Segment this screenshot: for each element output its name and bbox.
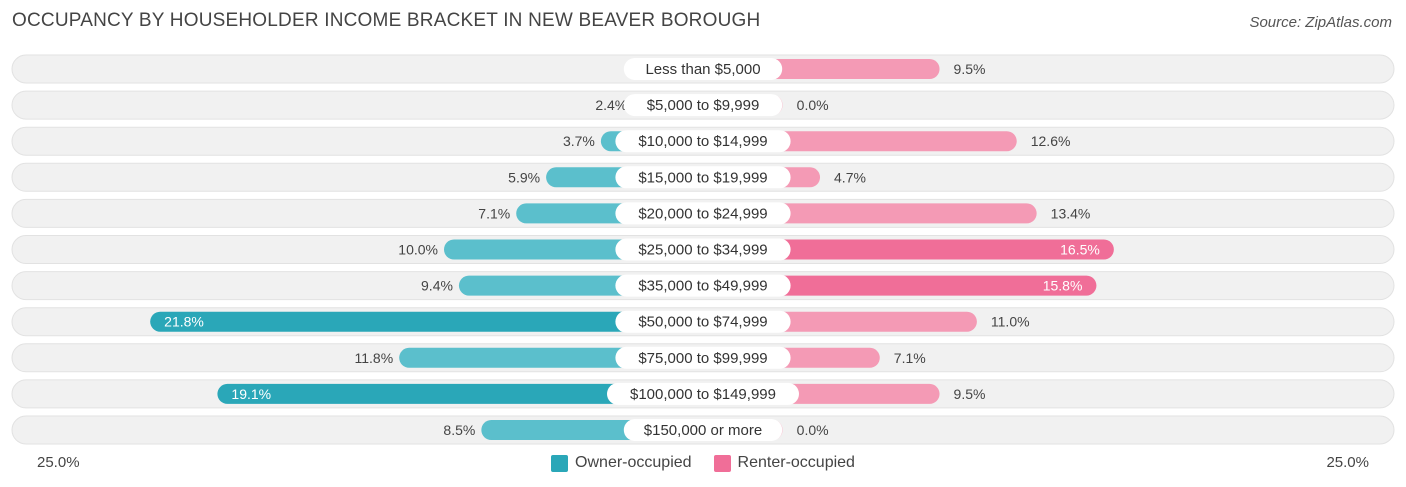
category-label: $20,000 to $24,999 xyxy=(638,205,767,222)
category-label-pill xyxy=(623,58,783,80)
legend-label-owner: Owner-occupied xyxy=(575,454,692,471)
category-label: $75,000 to $99,999 xyxy=(638,350,767,367)
category-label-pill xyxy=(615,166,791,189)
legend-swatch-owner xyxy=(551,454,569,472)
renter-value-label: 15.8% xyxy=(1043,278,1083,294)
owner-value-label: 21.8% xyxy=(164,314,204,330)
category-label-pill xyxy=(615,238,791,261)
category-label-pill xyxy=(615,346,791,369)
renter-value-label: 4.7% xyxy=(834,169,866,185)
renter-value-label: 13.4% xyxy=(1051,205,1091,221)
category-label: $35,000 to $49,999 xyxy=(638,278,767,295)
category-label: $15,000 to $19,999 xyxy=(638,169,767,186)
owner-value-label: 19.1% xyxy=(231,386,271,402)
chart-canvas: 0.41%9.5%Less than $5,0002.4%0.0%$5,000 … xyxy=(11,54,1395,445)
renter-value-label: 16.5% xyxy=(1060,242,1100,258)
category-label: $100,000 to $149,999 xyxy=(630,386,776,403)
renter-value-label: 9.5% xyxy=(954,61,986,77)
renter-value-label: 0.0% xyxy=(797,422,829,438)
chart-title: OCCUPANCY BY HOUSEHOLDER INCOME BRACKET … xyxy=(12,10,761,31)
renter-value-label: 7.1% xyxy=(894,350,926,366)
owner-value-label: 2.4% xyxy=(595,97,627,113)
owner-value-label: 11.8% xyxy=(355,350,394,366)
category-label-pill xyxy=(607,382,799,405)
chart-row: 10.0% 16.5% $25,000 to $34,999 xyxy=(11,235,1395,264)
chart-source: Source: ZipAtlas.com xyxy=(1249,14,1392,31)
axis-left-label: 25.0% xyxy=(37,454,80,471)
chart-row: 21.8% 11.0% $50,000 to $74,999 xyxy=(11,307,1395,337)
renter-bar xyxy=(693,239,1114,260)
category-label: $25,000 to $34,999 xyxy=(638,242,767,259)
category-label: $50,000 to $74,999 xyxy=(638,314,767,331)
owner-value-label: 8.5% xyxy=(443,422,475,438)
renter-value-label: 11.0% xyxy=(991,314,1030,330)
renter-value-label: 12.6% xyxy=(1031,133,1071,149)
chart-legend: Owner-occupied Renter-occupied xyxy=(0,452,1406,474)
chart-row: 0.41%9.5%Less than $5,000 xyxy=(11,54,1395,84)
owner-value-label: 5.9% xyxy=(508,169,540,185)
chart-row: 11.8% 7.1% $75,000 to $99,999 xyxy=(11,343,1395,373)
owner-value-label: 9.4% xyxy=(421,278,453,294)
legend-item-renter: Renter-occupied xyxy=(713,454,855,472)
chart-row: 3.7% 12.6% $10,000 to $14,999 xyxy=(11,126,1395,156)
owner-bar xyxy=(150,311,703,332)
category-label-pill xyxy=(615,274,791,297)
legend-swatch-renter xyxy=(713,454,731,472)
category-label: Less than $5,000 xyxy=(645,61,760,78)
owner-value-label: 3.7% xyxy=(563,133,595,149)
chart-row: 9.4% 15.8% $35,000 to $49,999 xyxy=(11,271,1395,301)
category-label-pill xyxy=(615,130,791,153)
renter-bar xyxy=(693,275,1097,296)
legend-item-owner: Owner-occupied xyxy=(551,454,692,472)
chart-row: 19.1% 9.5% $100,000 to $149,999 xyxy=(11,379,1395,409)
category-label: $150,000 or more xyxy=(644,422,762,439)
category-label: $10,000 to $14,999 xyxy=(638,133,767,150)
renter-value-label: 0.0% xyxy=(797,97,829,113)
owner-value-label: 7.1% xyxy=(478,205,510,221)
category-label-pill xyxy=(615,310,791,333)
chart-row: 8.5% 0.0% $150,000 or more xyxy=(11,415,1395,445)
category-label-pill xyxy=(615,202,791,225)
owner-value-label: 10.0% xyxy=(398,242,438,258)
owner-bar xyxy=(217,383,703,404)
chart-row: 5.9% 4.7% $15,000 to $19,999 xyxy=(11,162,1395,192)
chart-row: 7.1% 13.4% $20,000 to $24,999 xyxy=(11,198,1395,228)
category-label: $5,000 to $9,999 xyxy=(647,97,760,114)
chart-row: 2.4% 0.0% $5,000 to $9,999 xyxy=(11,90,1395,120)
category-label-pill xyxy=(623,419,783,441)
renter-value-label: 9.5% xyxy=(954,386,986,402)
legend-label-renter: Renter-occupied xyxy=(737,454,855,471)
category-label-pill xyxy=(623,94,783,117)
axis-right-label: 25.0% xyxy=(1326,454,1369,471)
